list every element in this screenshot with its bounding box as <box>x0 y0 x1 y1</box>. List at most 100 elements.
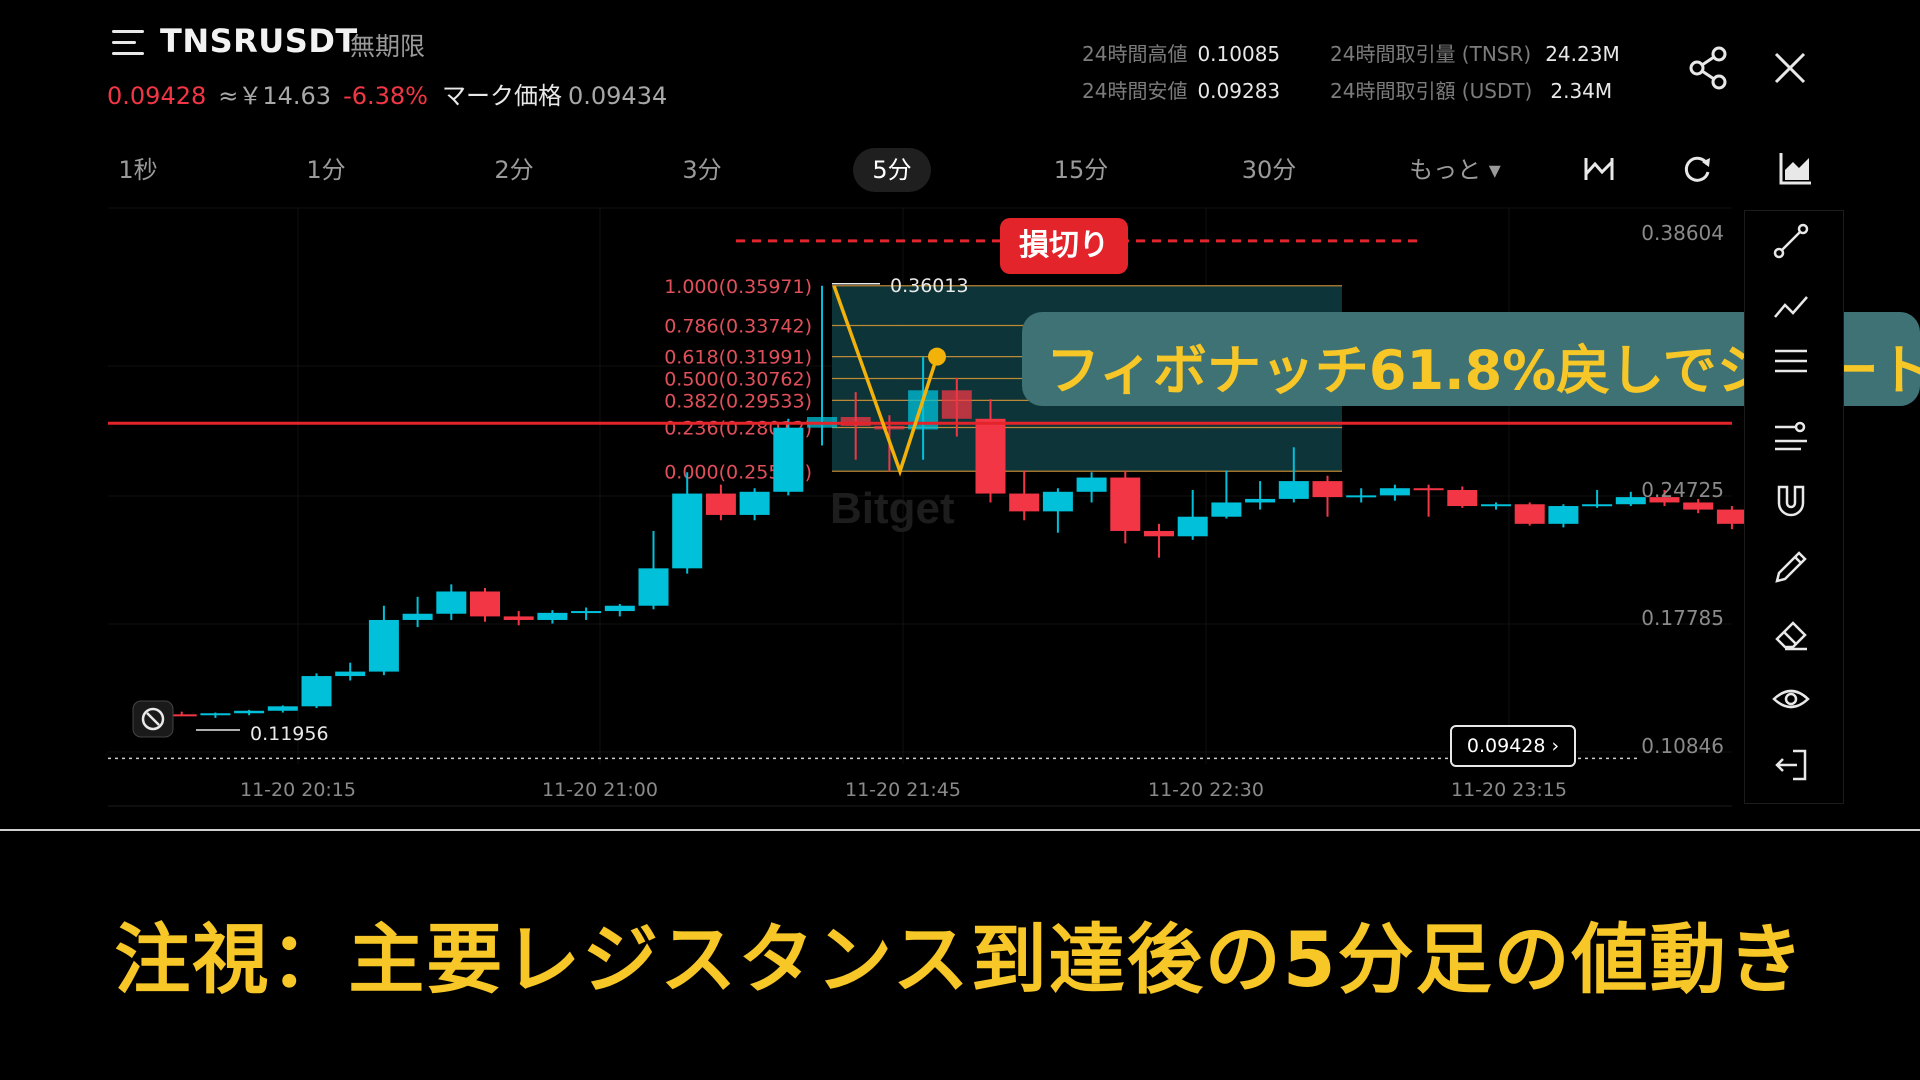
candle-body <box>1144 530 1174 537</box>
magnet-icon[interactable] <box>1771 481 1811 521</box>
candle-body <box>1716 509 1747 524</box>
eye-icon[interactable] <box>1771 679 1811 719</box>
candle-body <box>1245 498 1276 503</box>
candle-body <box>200 713 231 716</box>
y-tick-label: 0.38604 <box>1641 221 1724 245</box>
candle-body <box>470 591 500 617</box>
fiat-price: ≈￥14.63 <box>218 82 332 110</box>
candle-body <box>1278 481 1309 499</box>
fib-level-label: 0.786(0.33742) <box>664 315 812 337</box>
candle-body <box>1548 506 1579 524</box>
caption: 注視：主要レジスタンス到達後の5分足の値動き <box>114 915 1806 1004</box>
candle-body <box>1211 502 1242 517</box>
eraser-icon[interactable] <box>1771 613 1811 653</box>
candle-body <box>1413 488 1444 491</box>
candle-body <box>1649 497 1680 503</box>
price-chart[interactable]: Bitget 1.000(0.35971) 0.786(0.33742) 0.618… <box>0 0 1920 830</box>
stat-24h-high: 24時間高値 0.10085 <box>1082 42 1281 66</box>
tab-interval-more[interactable]: もっと ▾ <box>1409 156 1501 184</box>
candle-body <box>773 427 804 492</box>
candle-body <box>537 612 568 620</box>
stat-24h-low: 24時間安値 0.09283 <box>1082 79 1281 103</box>
candle-body <box>1076 477 1107 492</box>
y-tick-label: 0.17785 <box>1641 606 1724 630</box>
chart-type-icon[interactable] <box>1778 150 1814 186</box>
pencil-icon[interactable] <box>1771 547 1811 587</box>
candle-body <box>267 706 298 711</box>
candle-body <box>705 493 736 515</box>
candle-body <box>166 714 197 717</box>
refresh-icon[interactable] <box>1680 152 1714 186</box>
candle-body <box>1312 481 1343 498</box>
share-icon[interactable] <box>1688 46 1728 90</box>
candle-body <box>1447 490 1478 507</box>
tab-interval-2m[interactable]: 2分 <box>494 156 534 184</box>
x-tick-label: 11-20 20:15 <box>240 779 356 801</box>
drawing-toolbar <box>1744 210 1844 804</box>
price-change: -6.38% <box>343 82 428 110</box>
candle-body <box>604 605 635 612</box>
candle-body <box>335 671 366 677</box>
exit-icon[interactable] <box>1771 745 1811 785</box>
fib-level-label: 0.500(0.30762) <box>664 369 812 391</box>
stat-24h-amount: 24時間取引額 (USDT) 2.34M <box>1330 79 1613 103</box>
y-tick-label: 0.24725 <box>1641 478 1724 502</box>
candle-body <box>1683 502 1714 510</box>
last-price-tag[interactable]: 0.09428 › <box>1450 725 1576 767</box>
candle-body <box>1582 504 1613 507</box>
zigzag-path <box>832 285 939 477</box>
retrace-point <box>928 347 946 366</box>
fib-tool-icon[interactable] <box>1771 341 1811 381</box>
x-tick-label: 11-20 21:00 <box>542 779 658 801</box>
symbol-title[interactable]: TNSRUSDT <box>160 22 358 60</box>
x-tick-label: 11-20 22:30 <box>1148 779 1264 801</box>
fib-level-label: 0.382(0.29533) <box>664 390 812 412</box>
tab-interval-1m[interactable]: 1分 <box>306 156 346 184</box>
menu-icon[interactable] <box>112 30 144 56</box>
x-tick-label: 11-20 21:45 <box>845 779 961 801</box>
reset-view-icon[interactable] <box>132 700 174 738</box>
candle-body <box>840 417 871 426</box>
candle-body <box>234 710 265 714</box>
low-marker-label: 0.11956 <box>250 723 329 745</box>
candle-body <box>739 491 770 515</box>
candle-body <box>436 591 467 614</box>
stop-loss-label: 損切り <box>1000 218 1128 274</box>
candle-body <box>571 611 602 614</box>
adjust-tool-icon[interactable] <box>1771 415 1811 455</box>
mark-price: 0.09434 <box>567 82 668 110</box>
candle-body <box>1481 504 1511 507</box>
trend-tool-icon[interactable] <box>1771 287 1811 327</box>
x-tick-label: 11-20 23:15 <box>1451 779 1567 801</box>
bitget-watermark: Bitget <box>830 484 955 533</box>
fib-level-label: 0.618(0.31991) <box>664 347 812 369</box>
candle-body <box>1110 477 1141 531</box>
candle-body <box>975 418 1006 494</box>
tab-interval-1s[interactable]: 1秒 <box>118 156 158 184</box>
high-marker-label: 0.36013 <box>890 275 969 297</box>
price-row: 0.09428 ≈￥14.63 -6.38% マーク価格 0.09434 <box>107 76 667 111</box>
candle-body <box>941 390 972 419</box>
candle-body <box>1042 491 1073 512</box>
mark-price-label: マーク価格 <box>441 82 562 110</box>
candle-body <box>301 676 332 707</box>
tab-interval-5m[interactable]: 5分 <box>853 148 931 192</box>
candle-body <box>402 613 433 620</box>
divider <box>0 829 1920 831</box>
candle-body <box>1009 493 1040 512</box>
tab-interval-30m[interactable]: 30分 <box>1241 156 1297 184</box>
chart-axes: 0.38604 0.24725 0.17785 0.10846 11-20 20:15 1… <box>240 221 1724 801</box>
candle-body <box>1615 497 1646 505</box>
candle-body <box>1379 488 1410 496</box>
candle-body <box>503 616 534 620</box>
candle-body <box>368 619 399 672</box>
line-tool-icon[interactable] <box>1771 221 1811 261</box>
candle-body <box>672 493 703 569</box>
contract-type: 無期限 <box>350 32 426 61</box>
tab-interval-15m[interactable]: 15分 <box>1053 156 1109 184</box>
indicator-icon[interactable] <box>1582 152 1616 186</box>
close-icon[interactable] <box>1772 50 1808 86</box>
stat-24h-volume: 24時間取引量 (TNSR) 24.23M <box>1330 42 1620 66</box>
y-tick-label: 0.10846 <box>1641 734 1724 758</box>
tab-interval-3m[interactable]: 3分 <box>682 156 722 184</box>
